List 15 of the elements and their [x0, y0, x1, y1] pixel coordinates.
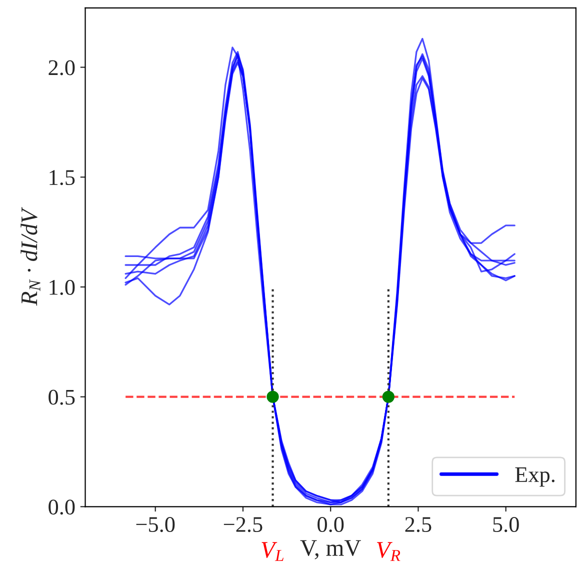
x-tick-label: −2.5	[224, 517, 262, 532]
x-tick-label: −5.0	[136, 517, 175, 532]
x-axis-title: V, mV	[300, 540, 361, 560]
y-tick-label: 1.5	[50, 170, 75, 186]
y-axis-title: R$_{N}$ · dI/dV	[20, 206, 40, 306]
y-tick-label: 1.0	[50, 280, 75, 295]
annotation: V$_{L}$	[262, 542, 284, 561]
legend-label: Exp.	[515, 467, 554, 487]
x-tick-label: 5.0	[493, 517, 519, 532]
annotation: V$_{R}$	[377, 542, 400, 561]
x-tick-label: 0.0	[318, 517, 344, 532]
x-tick-label: 2.5	[405, 517, 432, 532]
y-tick-label: 2.0	[48, 60, 75, 76]
y-tick-label: 0.5	[48, 390, 75, 405]
y-tick-label: 0.0	[48, 500, 75, 515]
